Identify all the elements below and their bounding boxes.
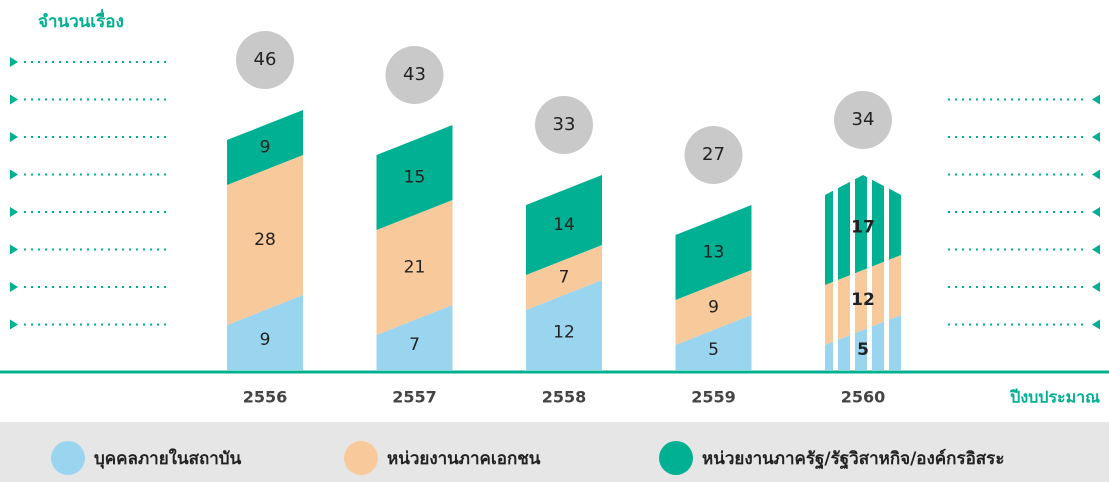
bar-segment [526, 175, 602, 275]
x-tick-label: 2560 [841, 388, 886, 407]
legend-label: หน่วยงานภาคเอกชน [387, 449, 541, 469]
total-label: 27 [702, 144, 725, 165]
arrow [10, 57, 18, 67]
segment-label: 5 [708, 340, 719, 360]
total-bubble [236, 31, 294, 89]
legend-swatch [51, 441, 85, 475]
arrow [1092, 244, 1100, 255]
total-bubble [385, 46, 444, 104]
segment-label: 15 [404, 168, 426, 188]
legend-swatch [659, 441, 693, 475]
segment-label: 17 [851, 218, 875, 238]
arrow [1092, 94, 1100, 105]
arrow [10, 319, 18, 330]
segment-label: 9 [708, 298, 719, 318]
legend-label: หน่วยงานภาครัฐ/รัฐวิสาหกิจ/องค์กรอิสระ [702, 448, 1004, 470]
segment-label: 9 [260, 330, 271, 350]
bar-segment [675, 315, 752, 370]
arrow [10, 132, 18, 142]
bar-stripes [825, 315, 901, 370]
total-label: 43 [403, 64, 426, 85]
segment-label: 12 [553, 323, 575, 343]
segment-label: 9 [260, 138, 271, 158]
segment-label: 7 [409, 335, 420, 355]
arrow [1092, 282, 1100, 292]
bar-segment [227, 110, 303, 185]
arrow [1092, 207, 1100, 217]
segment-label: 5 [857, 340, 869, 360]
arrow [10, 169, 18, 180]
arrow [10, 94, 18, 105]
total-label: 33 [553, 114, 576, 135]
bar-segment [675, 270, 752, 345]
bar-segment [227, 155, 303, 325]
bar-segment [376, 305, 453, 370]
arrow [1092, 319, 1100, 330]
segment-label: 13 [703, 243, 725, 263]
x-tick-label: 2558 [542, 388, 587, 407]
legend-bg [0, 422, 1109, 482]
bar-segment [376, 125, 453, 230]
bar-segment [526, 245, 602, 310]
arrow [1092, 132, 1100, 142]
bar-segment [227, 295, 303, 370]
arrow [10, 244, 18, 255]
total-bubble [684, 126, 743, 184]
legend-swatch [344, 441, 378, 475]
segment-label: 12 [851, 290, 875, 310]
bar-segment [376, 200, 453, 335]
segment-label: 28 [254, 230, 276, 250]
arrow [10, 207, 18, 217]
total-label: 46 [254, 49, 277, 70]
segment-label: 21 [404, 258, 426, 278]
y-axis-label: จำนวนเรื่อง [38, 9, 124, 32]
total-bubble [834, 91, 892, 149]
segment-label: 7 [559, 268, 570, 288]
x-tick-label: 2556 [243, 388, 288, 407]
arrow [1092, 169, 1100, 180]
bar-segment [675, 205, 752, 300]
total-label: 34 [852, 109, 875, 130]
segment-label: 14 [553, 215, 575, 235]
x-tick-label: 2559 [691, 388, 736, 407]
x-axis-label: ปีงบประมาณ [1009, 388, 1100, 407]
bar-stripes [825, 175, 901, 285]
total-bubble [535, 96, 593, 154]
x-tick-label: 2557 [392, 388, 437, 407]
legend-label: บุคคลภายในสถาบัน [94, 448, 242, 469]
arrow [10, 282, 18, 292]
